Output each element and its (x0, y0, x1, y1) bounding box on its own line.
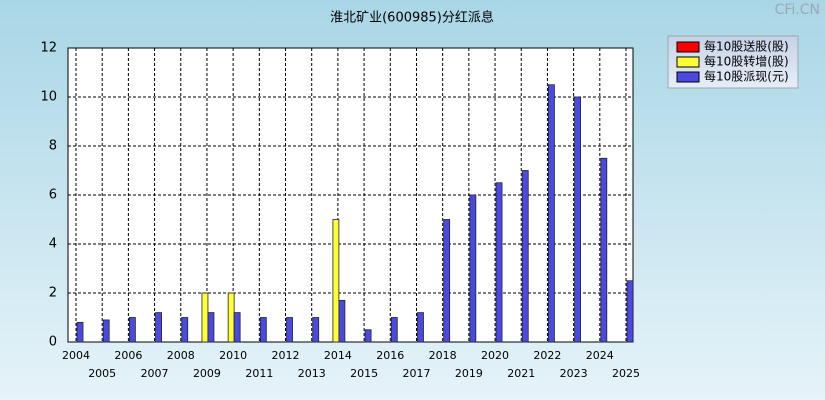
bar (338, 299, 346, 343)
x-tick-label: 2006 (114, 349, 142, 362)
x-tick-label: 2020 (481, 349, 509, 362)
x-tick-label: 2019 (455, 367, 483, 380)
chart-title: 淮北矿业(600985)分红派息 (330, 10, 494, 26)
bar (128, 317, 136, 343)
x-tick-label: 2011 (245, 367, 273, 380)
legend-swatch (676, 56, 700, 68)
bar (76, 321, 84, 343)
x-tick-label: 2015 (350, 367, 378, 380)
x-tick-label: 2017 (402, 367, 430, 380)
y-tick-label: 2 (49, 286, 57, 301)
bar (417, 312, 424, 343)
x-tick-label: 2024 (586, 349, 614, 362)
legend-swatch (676, 71, 700, 83)
bar (574, 96, 582, 343)
bar (155, 312, 162, 343)
bar (286, 317, 293, 343)
bar (521, 170, 529, 343)
x-tick-label: 2016 (376, 349, 404, 362)
x-tick-label: 2023 (560, 367, 588, 380)
y-tick-label: 0 (49, 335, 57, 350)
x-tick-label: 2009 (193, 367, 221, 380)
bar (600, 157, 608, 343)
x-tick-label: 2012 (272, 349, 300, 362)
y-tick-label: 6 (49, 188, 57, 203)
bar (443, 219, 451, 343)
x-tick-label: 2010 (219, 349, 247, 362)
watermark: CFi.CN (775, 2, 820, 18)
plot-border (67, 47, 634, 343)
legend-label: 每10股转增(股) (704, 54, 789, 69)
x-tick-label: 2021 (507, 367, 535, 380)
x-tick-label: 2018 (429, 349, 457, 362)
y-tick-label: 12 (40, 41, 57, 56)
y-tick-label: 4 (49, 237, 57, 252)
x-tick-label: 2008 (167, 349, 195, 362)
bar (390, 317, 398, 343)
bar (201, 292, 209, 343)
bar (626, 280, 634, 343)
x-tick-label: 2025 (612, 367, 640, 380)
legend-swatch (676, 41, 700, 53)
x-tick-label: 2005 (88, 367, 116, 380)
x-tick-label: 2022 (533, 349, 561, 362)
bar (364, 329, 372, 343)
x-tick-label: 2007 (141, 367, 169, 380)
x-tick-label: 2004 (62, 349, 90, 362)
y-tick-label: 10 (40, 90, 57, 105)
bar (181, 317, 189, 343)
x-tick-label: 2014 (324, 349, 352, 362)
bar (102, 319, 110, 343)
bar (227, 292, 235, 343)
legend-label: 每10股送股(股) (704, 39, 789, 54)
bar (469, 194, 477, 343)
bar (495, 182, 503, 343)
bar (233, 312, 241, 343)
y-tick-label: 8 (49, 139, 57, 154)
bar (312, 317, 320, 343)
x-tick-label: 2013 (298, 367, 326, 380)
bar (207, 312, 215, 343)
bar (548, 84, 555, 343)
bar (332, 219, 340, 343)
legend-label: 每10股派现(元) (704, 69, 789, 84)
bar (259, 317, 267, 343)
